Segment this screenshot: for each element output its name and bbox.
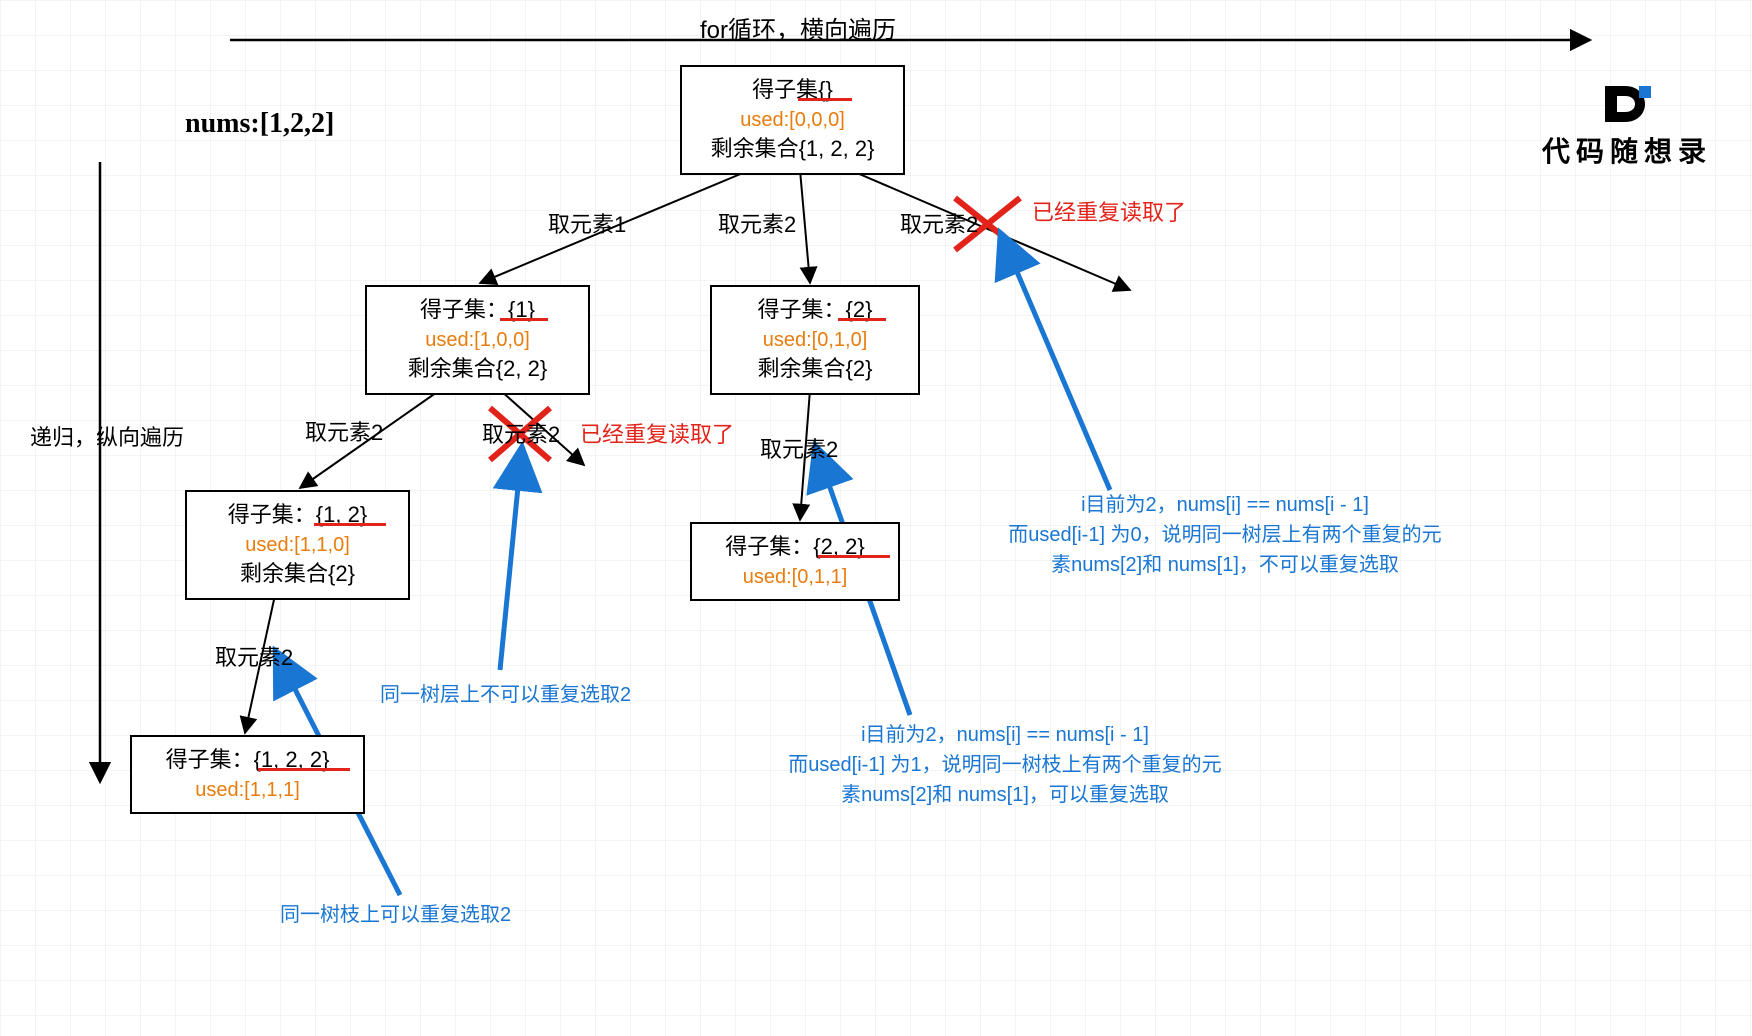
node-n12: 得子集：{1, 2} used:[1,1,0] 剩余集合{2} <box>185 490 410 600</box>
edge-take2-b: 取元素2 <box>900 207 978 239</box>
dup-label-1: 已经重复读取了 <box>1032 195 1186 227</box>
logo-icon <box>1597 80 1657 128</box>
node-n2: 得子集：{2} used:[0,1,0] 剩余集合{2} <box>710 285 920 395</box>
n22-subset: 得子集：{2, 2} <box>704 532 886 563</box>
root-used: used:[0,0,0] <box>694 106 891 134</box>
n12-remain: 剩余集合{2} <box>199 559 396 590</box>
underline-root <box>798 98 852 101</box>
underline-n12 <box>314 523 386 526</box>
n1-remain: 剩余集合{2, 2} <box>379 354 576 385</box>
edge-take2-f: 取元素2 <box>215 640 293 672</box>
node-n122: 得子集：{1, 2, 2} used:[1,1,1] <box>130 735 365 814</box>
underline-n1 <box>500 318 548 321</box>
root-subset: 得子集{} <box>694 75 891 106</box>
n12-used: used:[1,1,0] <box>199 531 396 559</box>
nums-label: nums:[1,2,2] <box>185 108 334 140</box>
logo: 代码随想录 <box>1542 80 1712 170</box>
node-n1: 得子集：{1} used:[1,0,0] 剩余集合{2, 2} <box>365 285 590 395</box>
node-root: 得子集{} used:[0,0,0] 剩余集合{1, 2, 2} <box>680 65 905 175</box>
annotation-branch: 同一树枝上可以重复选取2 <box>280 900 511 930</box>
annotation-mid: i目前为2，nums[i] == nums[i - 1]而used[i-1] 为… <box>740 720 1270 810</box>
edge-take2-e: 取元素2 <box>760 432 838 464</box>
logo-text: 代码随想录 <box>1542 130 1712 170</box>
edge-take2-a: 取元素2 <box>718 207 796 239</box>
dup-label-2: 已经重复读取了 <box>580 417 734 449</box>
underline-n122 <box>258 768 350 771</box>
n22-used: used:[0,1,1] <box>704 563 886 591</box>
edge-take2-d: 取元素2 <box>482 417 560 449</box>
edge-take1: 取元素1 <box>548 207 626 239</box>
underline-n2 <box>838 318 886 321</box>
n2-used: used:[0,1,0] <box>724 326 906 354</box>
n2-remain: 剩余集合{2} <box>724 354 906 385</box>
n12-subset: 得子集：{1, 2} <box>199 500 396 531</box>
top-arrow-label: for循环，横向遍历 <box>700 10 896 45</box>
n1-subset: 得子集：{1} <box>379 295 576 326</box>
underline-n22 <box>818 555 890 558</box>
annotation-right: i目前为2，nums[i] == nums[i - 1]而used[i-1] 为… <box>960 490 1490 580</box>
n122-used: used:[1,1,1] <box>144 776 351 804</box>
root-remain: 剩余集合{1, 2, 2} <box>694 134 891 165</box>
n122-subset: 得子集：{1, 2, 2} <box>144 745 351 776</box>
n2-subset: 得子集：{2} <box>724 295 906 326</box>
node-n22: 得子集：{2, 2} used:[0,1,1] <box>690 522 900 601</box>
edge-take2-c: 取元素2 <box>305 415 383 447</box>
n1-used: used:[1,0,0] <box>379 326 576 354</box>
left-arrow-label: 递归，纵向遍历 <box>30 420 184 452</box>
annotation-layer: 同一树层上不可以重复选取2 <box>380 680 631 710</box>
